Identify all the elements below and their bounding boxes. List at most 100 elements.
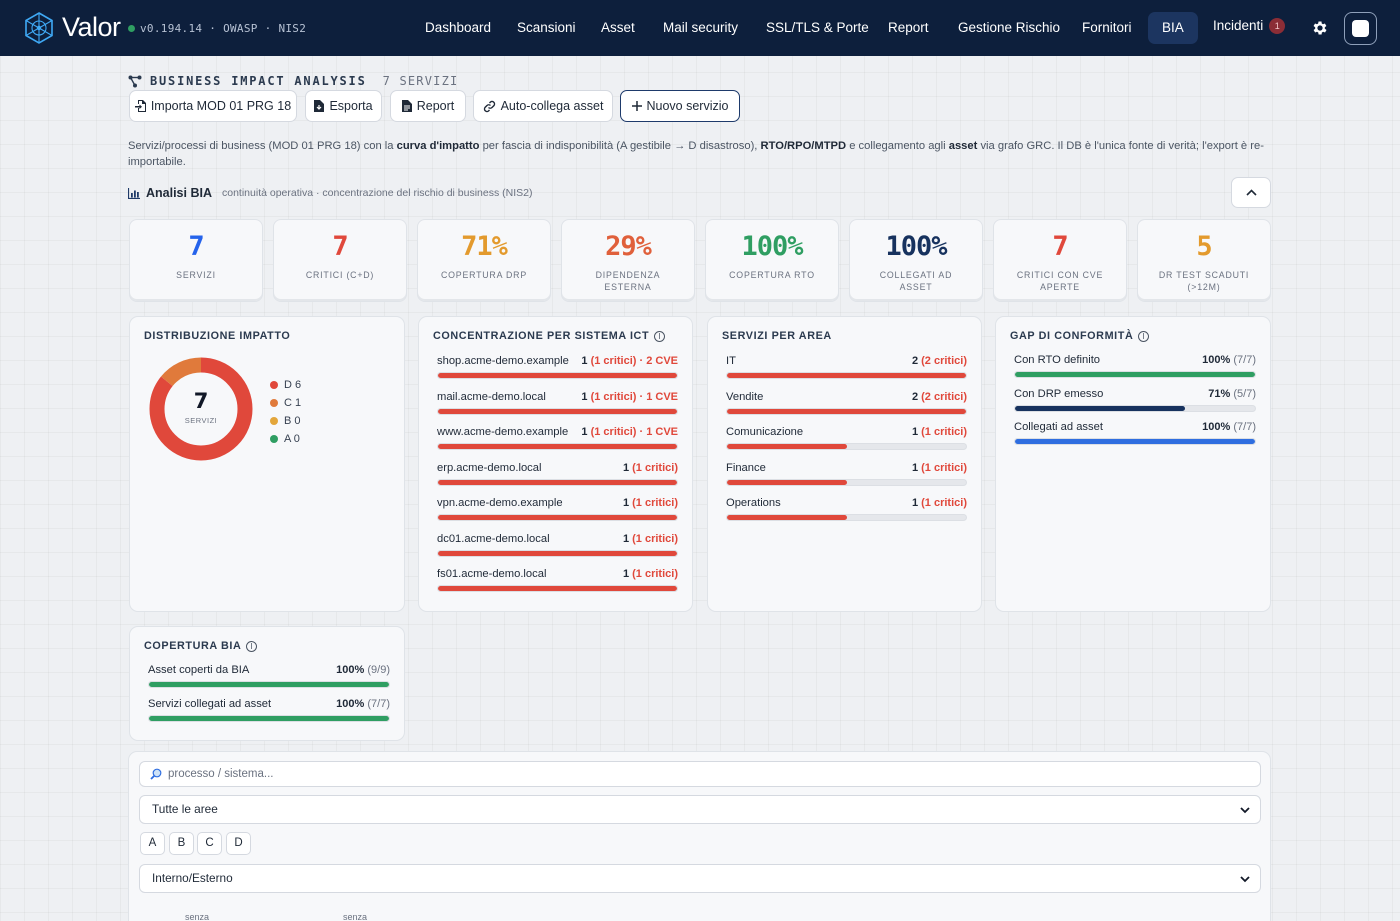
list-item[interactable]: Operations 1 (1 critici) — [722, 497, 967, 527]
list-item[interactable]: Con RTO definito 100% (7/7) — [1010, 354, 1256, 384]
item-value: 71% (5/7) — [1208, 388, 1256, 400]
item-count: 1 — [911, 497, 919, 509]
item-value: 1 (1 critici) — [912, 426, 967, 438]
report-button-label: Report — [416, 99, 455, 113]
nav-ssl-tls-porte[interactable]: SSL/TLS & Porte — [766, 20, 869, 35]
progress-bar — [1014, 438, 1256, 445]
list-item[interactable]: Vendite 2 (2 critici) — [722, 391, 967, 421]
list-item[interactable]: mail.acme-demo.local 1 (1 critici) · 1 CV… — [433, 391, 678, 421]
list-item[interactable]: www.acme-demo.example 1 (1 critici) · 1 C… — [433, 426, 678, 456]
impact-filter-chip-d[interactable]: D — [226, 832, 251, 855]
info-icon[interactable]: i — [1138, 330, 1150, 342]
origin-select-value: Interno/Esterno — [152, 871, 233, 885]
donut-center-label: SERVIZI — [184, 416, 218, 425]
progress-bar — [437, 443, 678, 450]
compliance-gap-panel: GAP DI CONFORMITÀ i Con RTO definito 100% … — [995, 316, 1271, 612]
list-item[interactable]: fs01.acme-demo.local 1 (1 critici) — [433, 568, 678, 598]
nav-report[interactable]: Report — [888, 20, 929, 35]
item-percent: 100% — [336, 697, 365, 710]
nav-incidenti-label: Incidenti — [1213, 18, 1264, 33]
item-critical-detail: (1 critici) — [632, 461, 678, 474]
list-item[interactable]: erp.acme-demo.local 1 (1 critici) — [433, 462, 678, 492]
info-icon[interactable]: i — [654, 330, 666, 342]
list-item[interactable]: Finance 1 (1 critici) — [722, 462, 967, 492]
search-box[interactable] — [139, 761, 1261, 787]
chevron-down-icon — [1240, 807, 1250, 814]
progress-bar — [437, 549, 678, 557]
services-by-area-panel: SERVIZI PER AREA IT 2 (2 critici) Vendite 2… — [707, 316, 982, 612]
legend-label: C 1 — [284, 397, 302, 409]
services-by-area-title: SERVIZI PER AREA — [722, 330, 832, 342]
item-critical-detail: (1 critici) · 1 CVE — [590, 390, 678, 403]
report-button[interactable]: Report — [390, 90, 466, 122]
list-item[interactable]: Servizi collegati ad asset 100% (7/7) — [144, 698, 390, 728]
nav-gestione-rischio[interactable]: Gestione Rischio — [958, 20, 1061, 35]
compliance-gap-title-text: GAP DI CONFORMITÀ — [1010, 330, 1134, 342]
item-count: 1 — [581, 390, 588, 403]
nav-dashboard[interactable]: Dashboard — [425, 20, 492, 35]
filter-panel: Tutte le aree A B C D Interno/Esterno se… — [128, 751, 1271, 921]
progress-bar-fill — [727, 479, 847, 485]
area-select[interactable]: Tutte le aree — [139, 795, 1261, 824]
legend-dot — [270, 435, 278, 443]
progress-bar-fill — [438, 479, 677, 485]
progress-bar-fill — [438, 586, 677, 591]
info-icon[interactable]: i — [246, 640, 258, 652]
nav-incidenti[interactable]: Incidenti 1 — [1213, 0, 1286, 54]
ict-concentration-title-text: CONCENTRAZIONE PER SISTEMA ICT — [433, 330, 650, 342]
list-item[interactable]: vpn.acme-demo.example 1 (1 critici) — [433, 497, 678, 527]
list-item[interactable]: Collegati ad asset 100% (7/7) — [1010, 421, 1256, 451]
nav-asset[interactable]: Asset — [601, 20, 635, 35]
impact-filter-chip-c[interactable]: C — [197, 832, 222, 855]
kpi-card: 7 CRITICI CON CVE APERTE — [993, 219, 1127, 302]
progress-bar — [437, 372, 678, 379]
kpi-label: DR TEST SCADUTI (>12M) — [1158, 270, 1250, 292]
progress-bar-fill — [438, 550, 677, 556]
impact-donut-chart — [149, 357, 253, 461]
legend-item: A 0 — [270, 433, 300, 445]
impact-filter-chip-b[interactable]: B — [169, 832, 194, 855]
user-menu-button[interactable] — [1344, 12, 1377, 45]
item-critical-detail: (1 critici) — [921, 426, 967, 438]
page-title: BUSINESS IMPACT ANALYSIS — [150, 74, 367, 88]
collapse-analysis-button[interactable] — [1231, 177, 1271, 208]
item-name: www.acme-demo.example — [437, 426, 569, 438]
item-critical-detail: (1 critici) — [921, 461, 967, 474]
nav-fornitori[interactable]: Fornitori — [1082, 20, 1132, 35]
auto-link-assets-button[interactable]: Auto-collega asset — [473, 90, 613, 122]
brand-name[interactable]: Valor — [62, 12, 121, 42]
progress-bar-fill — [438, 373, 677, 378]
list-item[interactable]: Con DRP emesso 71% (5/7) — [1010, 388, 1256, 418]
new-service-button[interactable]: Nuovo servizio — [620, 90, 740, 122]
bia-coverage-panel: COPERTURA BIA i Asset coperti da BIA 100% … — [129, 626, 405, 741]
kpi-value: 100% — [741, 231, 803, 262]
plus-icon — [631, 101, 642, 111]
nav-scansioni[interactable]: Scansioni — [517, 20, 576, 35]
nav-bia[interactable]: BIA — [1148, 12, 1198, 44]
item-percent: 71% — [1208, 387, 1231, 400]
description-text: via grafo GRC. Il DB è l'unica fonte di … — [128, 140, 1264, 168]
export-button[interactable]: Esporta — [305, 90, 382, 122]
impact-filter-chip-a[interactable]: A — [140, 832, 165, 855]
import-mod-button-label: Importa MOD 01 PRG 18 — [150, 99, 292, 113]
item-count: 1 — [622, 532, 630, 545]
kpi-card: 5 DR TEST SCADUTI (>12M) — [1137, 219, 1271, 302]
search-input[interactable] — [168, 768, 1168, 780]
list-item[interactable]: Asset coperti da BIA 100% (9/9) — [144, 664, 390, 694]
nav-mail-security[interactable]: Mail security — [663, 20, 739, 35]
progress-bar-fill — [438, 408, 677, 414]
progress-bar-fill — [727, 408, 966, 414]
import-mod-button[interactable]: Importa MOD 01 PRG 18 — [129, 90, 297, 122]
progress-bar — [437, 514, 678, 521]
progress-bar — [726, 478, 967, 486]
settings-gear-icon[interactable] — [1311, 19, 1329, 37]
item-value: 1 (1 critici) — [912, 462, 967, 474]
search-icon — [150, 768, 162, 780]
valor-logo-icon[interactable] — [23, 12, 55, 44]
kpi-card: 7 CRITICI (C+D) — [273, 219, 407, 302]
list-item[interactable]: Comunicazione 1 (1 critici) — [722, 426, 967, 456]
list-item[interactable]: dc01.acme-demo.local 1 (1 critici) — [433, 533, 678, 563]
origin-select[interactable]: Interno/Esterno — [139, 864, 1261, 893]
list-item[interactable]: shop.acme-demo.example 1 (1 critici) · 2 … — [433, 355, 678, 385]
list-item[interactable]: IT 2 (2 critici) — [722, 355, 967, 385]
